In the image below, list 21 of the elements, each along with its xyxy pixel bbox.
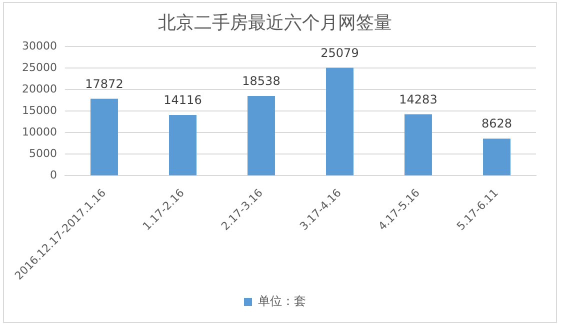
y-tick-label: 20000 bbox=[22, 82, 57, 96]
data-label: 25079 bbox=[320, 46, 359, 60]
y-tick-label: 30000 bbox=[22, 39, 57, 52]
data-label: 17872 bbox=[85, 76, 124, 91]
bar bbox=[248, 96, 275, 176]
data-label: 14116 bbox=[164, 93, 202, 108]
data-label: 14283 bbox=[399, 92, 438, 106]
legend-label: 单位：套 bbox=[258, 294, 306, 308]
bar bbox=[169, 114, 196, 176]
data-label: 8628 bbox=[481, 116, 512, 131]
bar bbox=[404, 114, 432, 176]
bar bbox=[326, 68, 354, 176]
y-tick-label: 5000 bbox=[28, 147, 57, 160]
y-tick-label: 0 bbox=[50, 168, 57, 182]
bar bbox=[90, 98, 118, 176]
data-label: 18538 bbox=[242, 74, 280, 88]
y-tick-label: 10000 bbox=[22, 126, 57, 139]
chart-title: 北京二手房最近六个月网签量 bbox=[158, 12, 392, 34]
y-tick-label: 15000 bbox=[22, 104, 57, 118]
y-tick-label: 25000 bbox=[22, 60, 57, 74]
bar bbox=[483, 138, 510, 176]
